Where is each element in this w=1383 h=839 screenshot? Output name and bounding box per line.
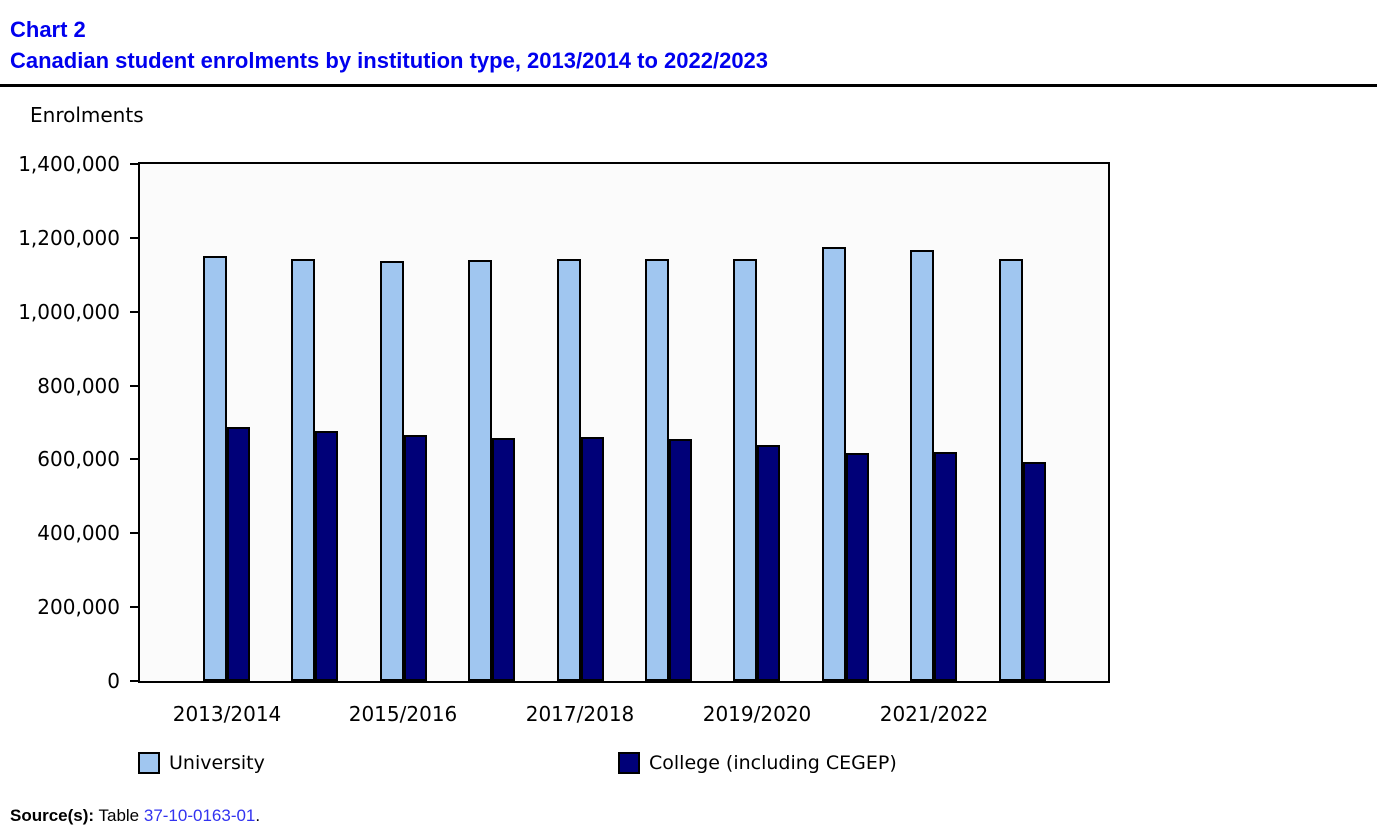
legend-item-university: University bbox=[138, 752, 265, 774]
bar-university-2013-2014 bbox=[203, 256, 227, 681]
y-axis-tick bbox=[130, 384, 138, 387]
chart-title: Canadian student enrolments by instituti… bbox=[10, 48, 769, 73]
y-axis-tick bbox=[130, 680, 138, 682]
legend-item-college: College (including CEGEP) bbox=[618, 752, 897, 774]
y-axis-tick-label: 1,400,000 bbox=[18, 152, 120, 176]
x-axis-tick-label: 2021/2022 bbox=[879, 702, 989, 726]
y-axis-tick bbox=[130, 163, 138, 165]
bar-university-2014-2015 bbox=[291, 259, 315, 681]
y-axis-tick bbox=[130, 532, 138, 535]
y-axis-tick bbox=[130, 606, 138, 609]
bar-college-2020-2021 bbox=[846, 453, 869, 681]
bar-college-2019-2020 bbox=[757, 445, 780, 681]
bar-university-2018-2019 bbox=[645, 259, 669, 681]
source-label: Source(s): bbox=[10, 806, 95, 825]
bar-university-2019-2020 bbox=[733, 259, 757, 681]
plot-area bbox=[138, 162, 1110, 683]
bar-university-2021-2022 bbox=[910, 250, 934, 681]
y-axis-title: Enrolments bbox=[30, 103, 144, 127]
bar-college-2021-2022 bbox=[934, 452, 957, 681]
bar-college-2013-2014 bbox=[227, 427, 250, 681]
bar-college-2017-2018 bbox=[581, 437, 604, 681]
legend-label: College (including CEGEP) bbox=[649, 752, 897, 774]
source-table-link[interactable]: 37-10-0163-01 bbox=[143, 806, 256, 825]
y-axis-tick bbox=[130, 458, 138, 461]
source-note: Source(s): Table 37-10-0163-01. bbox=[10, 806, 260, 826]
title-divider bbox=[0, 84, 1377, 87]
bar-university-2015-2016 bbox=[380, 261, 404, 681]
bar-university-2016-2017 bbox=[468, 260, 492, 681]
source-text: Table bbox=[94, 806, 144, 825]
y-axis-tick-label: 200,000 bbox=[37, 595, 120, 620]
chart-number: Chart 2 bbox=[10, 17, 86, 42]
x-axis-tick-label: 2015/2016 bbox=[348, 702, 458, 726]
bar-college-2014-2015 bbox=[315, 431, 338, 681]
y-axis-tick-label: 1,200,000 bbox=[18, 225, 120, 250]
source-period: . bbox=[255, 806, 261, 825]
bar-university-2022-2023 bbox=[999, 259, 1023, 681]
bar-college-2022-2023 bbox=[1023, 462, 1046, 681]
legend-color-swatch bbox=[618, 752, 640, 774]
bar-college-2018-2019 bbox=[669, 439, 692, 681]
bar-university-2017-2018 bbox=[557, 259, 581, 681]
x-axis-tick-label: 2017/2018 bbox=[525, 702, 635, 726]
x-axis-tick-label: 2019/2020 bbox=[702, 702, 812, 726]
bar-university-2020-2021 bbox=[822, 247, 846, 681]
y-axis-tick-label: 1,000,000 bbox=[18, 299, 120, 324]
y-axis-tick bbox=[130, 236, 138, 239]
y-axis-tick bbox=[130, 310, 138, 313]
bar-college-2016-2017 bbox=[492, 438, 515, 681]
y-axis-tick-label: 0 bbox=[107, 669, 120, 693]
y-axis-tick-label: 800,000 bbox=[37, 373, 120, 398]
legend-color-swatch bbox=[138, 752, 160, 774]
legend-label: University bbox=[169, 752, 265, 774]
y-axis-tick-label: 400,000 bbox=[37, 521, 120, 546]
x-axis-tick-label: 2013/2014 bbox=[172, 702, 282, 726]
bar-college-2015-2016 bbox=[404, 435, 427, 681]
y-axis-tick-label: 600,000 bbox=[37, 447, 120, 472]
